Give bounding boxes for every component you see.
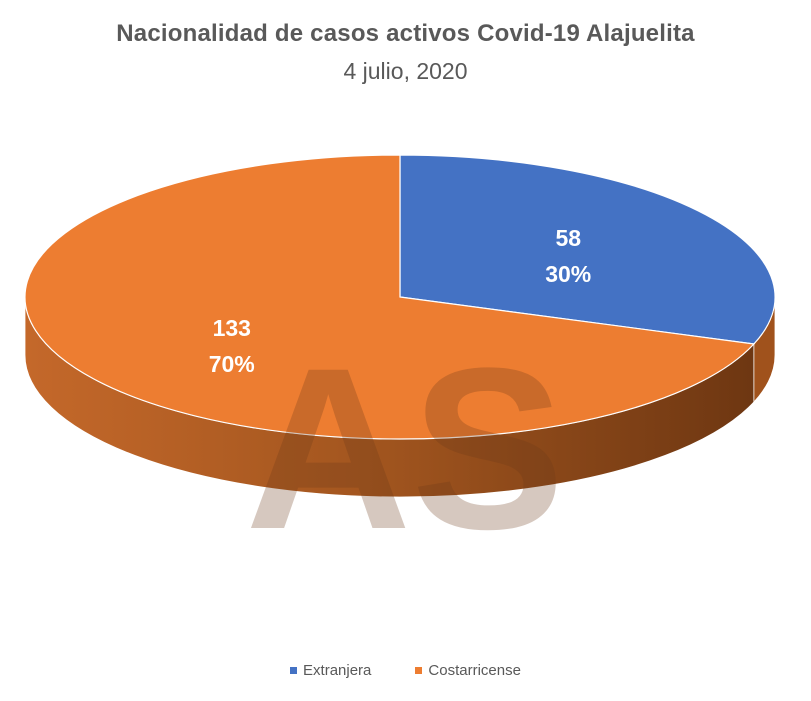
data-label-percent-costarricense: 70% bbox=[209, 351, 255, 377]
data-label-value-extranjera: 58 bbox=[555, 225, 581, 251]
data-label-value-costarricense: 133 bbox=[213, 315, 251, 341]
legend-swatch-extranjera bbox=[290, 667, 298, 674]
data-label-percent-extranjera: 30% bbox=[545, 261, 591, 287]
legend-label-extranjera: Extranjera bbox=[303, 662, 372, 679]
pie-slice-extranjera bbox=[399, 154, 776, 345]
legend-swatch-costarricense bbox=[415, 667, 423, 674]
legend-item-costarricense: Costarricense bbox=[415, 662, 521, 679]
legend-label-costarricense: Costarricense bbox=[428, 662, 521, 679]
chart-legend: Extranjera Costarricense bbox=[0, 662, 811, 679]
chart-subtitle: 4 julio, 2020 bbox=[343, 58, 468, 84]
chart-title: Nacionalidad de casos activos Covid-19 A… bbox=[116, 20, 695, 47]
legend-item-extranjera: Extranjera bbox=[290, 662, 371, 679]
pie-slice-costarricense bbox=[24, 154, 756, 440]
watermark-logo: AS bbox=[245, 320, 565, 577]
